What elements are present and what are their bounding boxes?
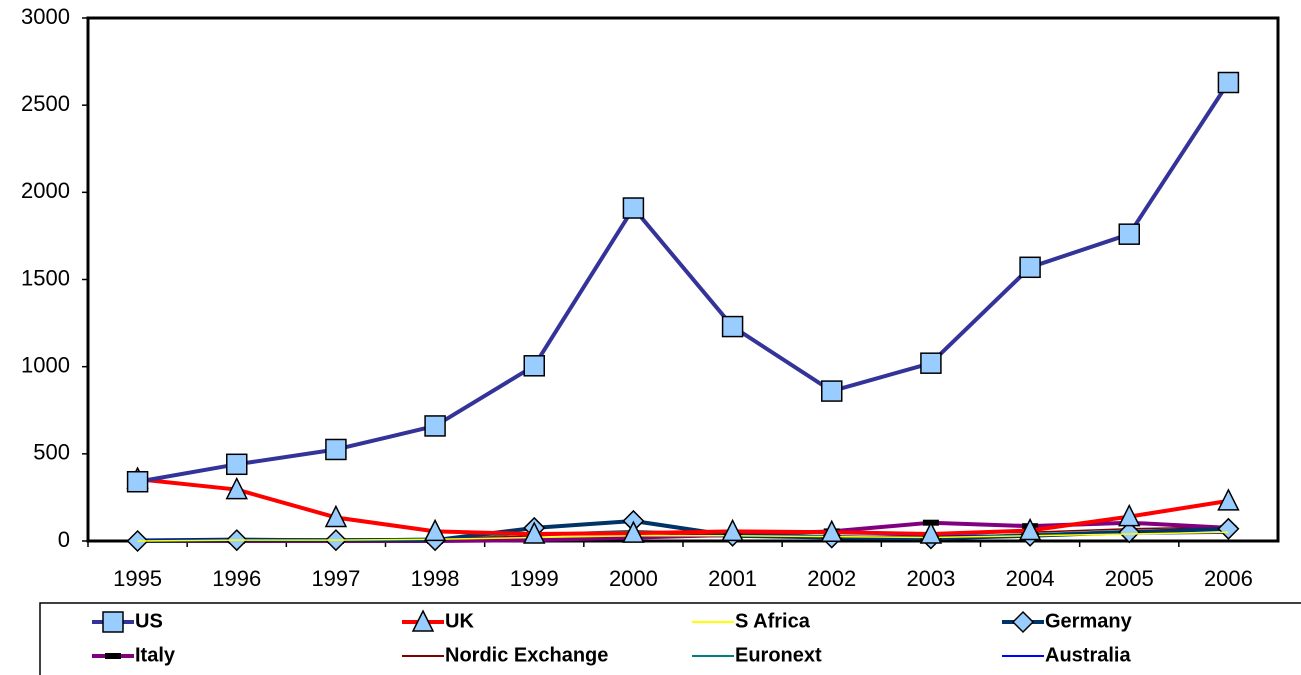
data-point [225,476,248,500]
data-point [1217,71,1240,94]
data-point [523,355,545,377]
x-tick-label: 1999 [510,566,559,591]
data-point [424,415,446,437]
x-tick-label: 2004 [1006,566,1055,591]
legend-label: Germany [1045,610,1133,632]
series-line [137,81,1231,484]
data-point [1118,503,1141,527]
legend [39,602,1301,675]
x-tick-label: 2003 [906,566,955,591]
y-tick-label: 3000 [21,4,70,29]
data-point [821,380,843,402]
legend-marker [105,653,121,659]
x-tick-label: 2005 [1105,566,1154,591]
x-tick-label: 1996 [212,566,261,591]
legend-label: Australia [1045,644,1131,666]
data-point [622,197,645,219]
legend-marker [411,609,435,632]
legend-label: US [135,610,163,632]
data-point [1217,488,1240,511]
data-point [919,521,943,544]
series-line [137,531,1229,542]
x-tick-label: 2001 [708,566,757,591]
data-point [1018,517,1042,541]
data-point [325,438,347,461]
y-tick-label: 2500 [21,91,70,116]
data-point [721,518,744,542]
legend-marker [102,611,124,633]
x-tick-label: 2000 [609,566,658,591]
data-point [622,520,645,543]
data-point [820,519,843,543]
legend-label: Nordic Exchange [445,644,608,666]
y-tick-label: 500 [33,440,70,465]
data-point [324,504,348,528]
x-tick-label: 1997 [311,566,360,591]
data-point [721,315,744,338]
x-tick-label: 2002 [807,566,856,591]
data-point [1217,517,1240,540]
data-point [1118,521,1141,544]
y-tick-label: 1000 [21,352,70,377]
data-point [423,518,447,542]
y-tick-label: 2000 [21,178,70,203]
legend-marker [1011,610,1035,634]
data-point [1019,256,1041,279]
legend-label: UK [445,610,474,632]
y-tick-label: 1500 [21,265,70,290]
legend-label: Italy [135,644,176,666]
data-point [226,453,248,476]
plot-area [86,16,1280,543]
data-point [126,470,149,493]
data-point [920,352,942,374]
legend-label: Euronext [735,644,822,666]
series-line [137,477,1229,537]
x-tick-label: 1998 [411,566,460,591]
data-point [523,521,546,544]
legend-label: S Africa [735,610,811,632]
data-point [1118,223,1140,245]
x-tick-label: 2006 [1204,566,1253,591]
y-tick-label: 0 [58,527,70,552]
x-tick-label: 1995 [113,566,162,591]
